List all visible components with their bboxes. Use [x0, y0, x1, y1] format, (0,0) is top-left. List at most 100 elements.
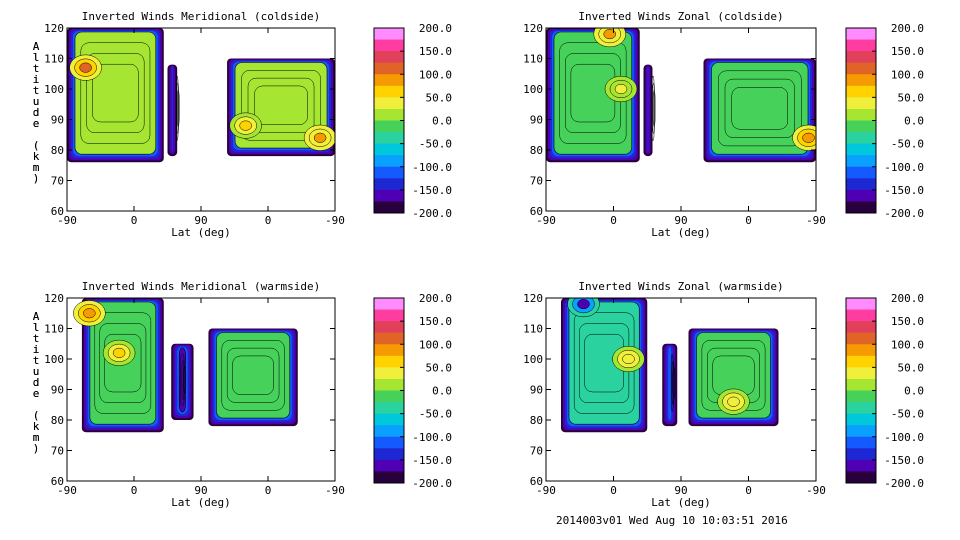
colorbar-swatch [374, 143, 404, 156]
contour-fill [216, 332, 291, 419]
colorbar-swatch [846, 459, 876, 472]
y-tick-label: 100 [523, 83, 543, 96]
chart-title: Inverted Winds Zonal (coldside) [578, 10, 783, 23]
contour-area [67, 28, 335, 163]
colorbar: 200.0 150.0 100.0 50.0 0.0 -50.0 -100.0 -150.0 -… [845, 22, 925, 220]
x-tick-label: 0 [745, 484, 752, 497]
colorbar-swatch [374, 309, 404, 322]
contour-peak [717, 388, 750, 415]
contour-line [651, 75, 655, 142]
colorbar-tick-label: -100.0 [412, 161, 452, 174]
contour-line [99, 323, 147, 403]
colorbar-tick-label: -100.0 [412, 431, 452, 444]
colorbar-swatch [374, 344, 404, 357]
contour-line [181, 359, 185, 401]
x-tick-label: -90 [536, 214, 556, 227]
y-tick-label: 80 [51, 414, 64, 427]
contour-line [672, 367, 676, 399]
colorbar-tick-label: 50.0 [426, 361, 453, 374]
y-tick-label: 80 [530, 144, 543, 157]
data-region [643, 64, 656, 157]
chart-panel-2: 60 70 80 90 100 110 120 -90 0 90 0 -90 Inverted Wind… [33, 10, 924, 239]
contour-blob [622, 353, 635, 365]
colorbar-swatch [374, 448, 404, 461]
x-tick-label: 0 [131, 214, 138, 227]
colorbar-tick-label: 200.0 [891, 292, 924, 305]
colorbar-swatch [846, 132, 876, 145]
contour-blob [603, 29, 616, 40]
colorbar-swatch [846, 155, 876, 168]
colorbar-swatch [374, 155, 404, 168]
colorbar-tick-label: 100.0 [419, 338, 452, 351]
colorbar-tick-label: -100.0 [884, 431, 924, 444]
contour-peak [567, 298, 600, 318]
contour-peak [303, 124, 335, 151]
colorbar-swatch [374, 459, 404, 472]
x-tick-label: 0 [610, 484, 617, 497]
colorbar-swatch [374, 425, 404, 438]
x-tick-label: 0 [265, 484, 272, 497]
colorbar-tick-label: 50.0 [898, 361, 925, 374]
colorbar-swatch [846, 178, 876, 191]
contour-fill [74, 31, 157, 155]
colorbar-tick-label: -150.0 [412, 184, 452, 197]
colorbar-swatch [374, 51, 404, 64]
colorbar-tick-label: 50.0 [898, 91, 925, 104]
colorbar-tick-label: 150.0 [891, 45, 924, 58]
contour-ring [171, 66, 174, 153]
contour-fill [696, 332, 771, 419]
colorbar: 200.0 150.0 100.0 50.0 0.0 -50.0 -100.0 -150.0 -… [845, 292, 925, 490]
contour-line [731, 87, 788, 130]
contour-peak [229, 112, 262, 139]
colorbar-tick-label: -200.0 [884, 477, 924, 490]
y-tick-label: 110 [523, 323, 543, 336]
colorbar-tick-label: -50.0 [419, 138, 452, 151]
colorbar: 200.0 150.0 100.0 50.0 0.0 -50.0 -100.0 -150.0 -… [373, 22, 452, 220]
colorbar-swatch [846, 378, 876, 391]
colorbar-swatch [846, 51, 876, 64]
colorbar-swatch [374, 97, 404, 110]
data-region [171, 343, 194, 420]
colorbar-swatch [374, 298, 404, 311]
colorbar-tick-label: -50.0 [419, 408, 452, 421]
data-region [67, 28, 164, 163]
colorbar-tick-label: -200.0 [884, 207, 924, 220]
colorbar-tick-label: -200.0 [412, 207, 452, 220]
contour-line [226, 347, 280, 403]
contour-area [546, 28, 816, 163]
colorbar-swatch [374, 132, 404, 145]
y-tick-label: 120 [523, 292, 543, 305]
colorbar-swatch [846, 367, 876, 380]
contour-line [104, 333, 142, 393]
y-tick-label: 110 [44, 53, 64, 66]
colorbar-swatch [374, 436, 404, 449]
x-tick-label: -90 [57, 484, 77, 497]
y-tick-label: 90 [530, 114, 543, 127]
contour-ring [668, 346, 672, 421]
colorbar-swatch [846, 390, 876, 403]
contour-line [221, 340, 285, 411]
contour-peak [73, 300, 106, 327]
colorbar-swatch [374, 378, 404, 391]
contour-line [86, 53, 145, 133]
contour-line [718, 70, 802, 147]
data-region [208, 328, 298, 427]
colorbar-swatch [846, 298, 876, 311]
contour-peak [69, 54, 102, 81]
y-tick-label: 90 [530, 384, 543, 397]
y-tick-label: 70 [530, 445, 543, 458]
colorbar-swatch [374, 108, 404, 121]
chart-panel-4: 60 70 80 90 100 110 120 -90 0 90 0 -90 Inverted Wind… [33, 280, 924, 509]
contour-peak [593, 28, 626, 48]
contour-line [176, 90, 180, 127]
contour-fill [711, 62, 809, 155]
contour-area [73, 298, 298, 433]
contour-peak [604, 75, 638, 103]
colorbar-swatch [374, 402, 404, 415]
y-tick-label: 100 [44, 83, 64, 96]
colorbar-swatch [846, 62, 876, 75]
